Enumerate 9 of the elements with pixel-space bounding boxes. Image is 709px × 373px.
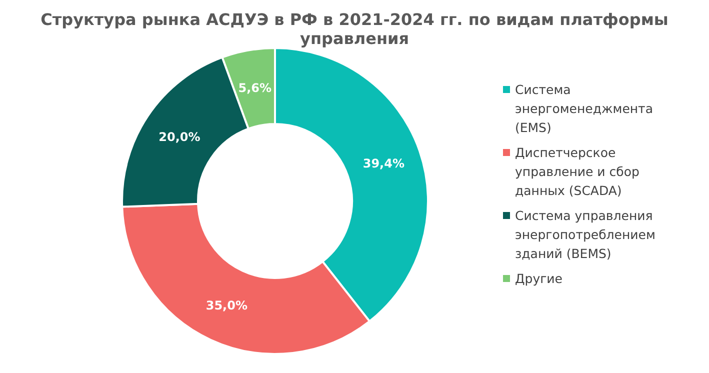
- data-label: 35,0%: [206, 298, 248, 312]
- data-label: 39,4%: [362, 156, 405, 170]
- legend-label: Другие: [515, 270, 562, 288]
- chart-title: Структура рынка АСДУЭ в РФ в 2021-2024 гг. по видам платформы управления: [40, 10, 670, 48]
- data-label: 20,0%: [158, 130, 200, 144]
- legend-label: Система энергоменеджмента (EMS): [515, 80, 654, 136]
- legend-label: Диспетчерское управление и сбор данных (SCADA): [515, 144, 640, 200]
- legend-label: Система управления энергопотреблением зданий (BEMS): [515, 206, 656, 262]
- data-label: 5,6%: [238, 80, 272, 95]
